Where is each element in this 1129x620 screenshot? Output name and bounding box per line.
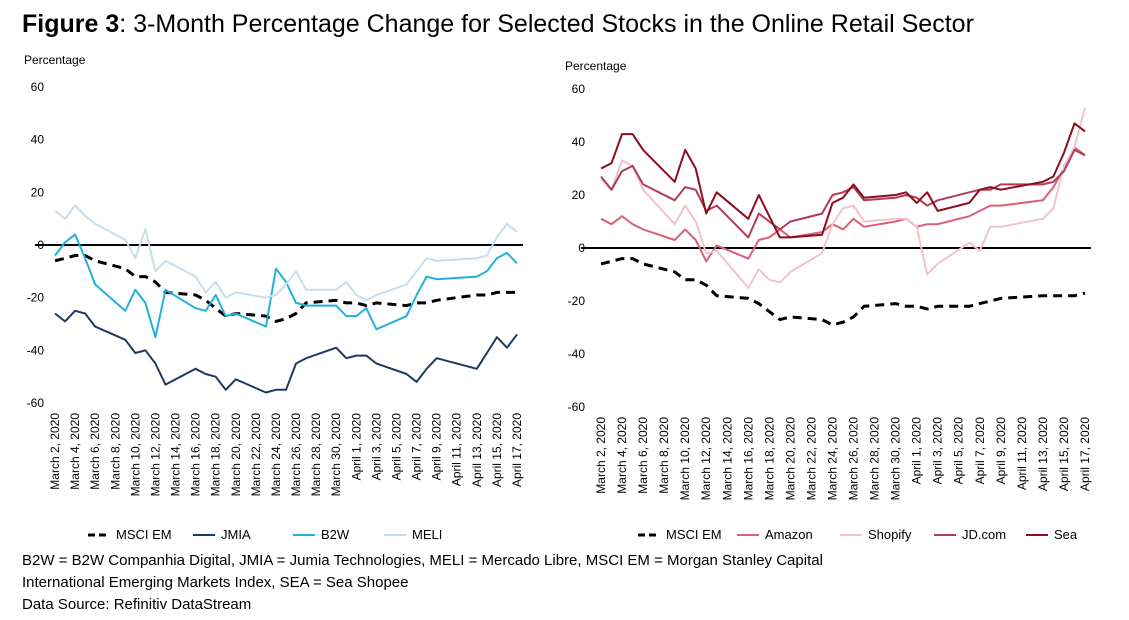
x-tick-label: March 16, 2020 bbox=[741, 417, 755, 501]
legend-label: MELI bbox=[412, 527, 442, 542]
series-line-shopify bbox=[600, 107, 1086, 289]
x-tick-label: March 12, 2020 bbox=[699, 417, 713, 501]
x-tick-label: April 9, 2020 bbox=[430, 413, 444, 481]
series-line-sea bbox=[600, 122, 1086, 239]
y-tick-label: -60 bbox=[568, 400, 586, 414]
x-tick-label: March 20, 2020 bbox=[229, 413, 243, 497]
y-tick-label: 20 bbox=[572, 188, 586, 202]
x-tick-label: April 7, 2020 bbox=[410, 413, 424, 481]
x-tick-label: March 16, 2020 bbox=[189, 413, 203, 497]
x-tick-label: April 15, 2020 bbox=[490, 413, 504, 487]
figure-title: Figure 3: 3-Month Percentage Change for … bbox=[22, 10, 974, 39]
x-tick-label: April 1, 2020 bbox=[910, 417, 924, 485]
series-line-jmia bbox=[54, 309, 518, 394]
y-axis-label: Percentage bbox=[565, 59, 627, 73]
x-tick-label: April 13, 2020 bbox=[470, 413, 484, 487]
x-tick-label: March 26, 2020 bbox=[289, 413, 303, 497]
x-tick-label: April 17, 2020 bbox=[1078, 417, 1092, 491]
x-tick-label: March 4, 2020 bbox=[68, 413, 82, 490]
x-tick-label: April 11, 2020 bbox=[1015, 417, 1029, 490]
legend-label: MSCI EM bbox=[116, 527, 172, 542]
figure-title-text: : 3-Month Percentage Change for Selected… bbox=[119, 10, 974, 38]
x-tick-label: March 14, 2020 bbox=[169, 413, 183, 497]
x-tick-label: March 28, 2020 bbox=[868, 417, 882, 501]
x-tick-label: April 7, 2020 bbox=[973, 417, 987, 485]
x-tick-label: March 4, 2020 bbox=[615, 417, 629, 494]
x-tick-label: April 5, 2020 bbox=[952, 417, 966, 485]
x-tick-label: March 8, 2020 bbox=[657, 417, 671, 494]
y-tick-label: 40 bbox=[572, 135, 586, 149]
figure-number: Figure 3 bbox=[22, 10, 120, 38]
series-line-b2w bbox=[54, 233, 518, 339]
x-tick-label: March 2, 2020 bbox=[594, 417, 608, 494]
x-tick-label: April 9, 2020 bbox=[994, 417, 1008, 485]
x-tick-label: March 8, 2020 bbox=[108, 413, 122, 490]
y-tick-label: -40 bbox=[568, 347, 586, 361]
series-line-jd-com bbox=[600, 148, 1086, 239]
note-line: B2W = B2W Companhia Digital, JMIA = Jumi… bbox=[22, 552, 823, 569]
x-tick-label: March 6, 2020 bbox=[88, 413, 102, 490]
x-tick-label: March 26, 2020 bbox=[847, 417, 861, 501]
series-line-meli bbox=[54, 204, 518, 302]
figure-notes: B2W = B2W Companhia Digital, JMIA = Jumi… bbox=[22, 550, 823, 616]
x-tick-label: March 22, 2020 bbox=[804, 417, 818, 501]
x-tick-label: March 18, 2020 bbox=[209, 413, 223, 497]
y-tick-label: 60 bbox=[572, 82, 586, 96]
x-tick-label: March 22, 2020 bbox=[249, 413, 263, 497]
legend-label: JMIA bbox=[221, 527, 251, 542]
x-tick-label: March 10, 2020 bbox=[678, 417, 692, 501]
legend-label: Shopify bbox=[868, 527, 912, 542]
x-tick-label: March 10, 2020 bbox=[128, 413, 142, 497]
series-line-amazon bbox=[600, 146, 1086, 263]
x-tick-label: March 24, 2020 bbox=[825, 417, 839, 501]
legend-label: B2W bbox=[321, 527, 350, 542]
x-tick-label: March 6, 2020 bbox=[636, 417, 650, 494]
x-tick-label: March 24, 2020 bbox=[269, 413, 283, 497]
x-tick-label: March 30, 2020 bbox=[329, 413, 343, 497]
x-tick-label: March 20, 2020 bbox=[783, 417, 797, 501]
series-line-msci-em bbox=[54, 254, 517, 323]
y-tick-label: 20 bbox=[31, 185, 45, 199]
legend-label: JD.com bbox=[962, 527, 1006, 542]
x-tick-label: April 3, 2020 bbox=[369, 413, 383, 481]
x-tick-label: March 14, 2020 bbox=[720, 417, 734, 501]
series-line-msci-em bbox=[600, 257, 1086, 327]
y-tick-label: -40 bbox=[27, 343, 45, 357]
y-tick-label: 60 bbox=[31, 80, 45, 94]
legend-label: MSCI EM bbox=[666, 527, 722, 542]
x-tick-label: April 1, 2020 bbox=[349, 413, 363, 481]
x-tick-label: March 18, 2020 bbox=[762, 417, 776, 501]
y-tick-label: -20 bbox=[568, 294, 586, 308]
y-tick-label: -60 bbox=[27, 396, 45, 410]
x-tick-label: April 13, 2020 bbox=[1036, 417, 1050, 491]
x-tick-label: April 5, 2020 bbox=[389, 413, 403, 481]
y-tick-label: -20 bbox=[27, 291, 45, 305]
y-axis-label: Percentage bbox=[24, 53, 86, 67]
x-tick-label: March 28, 2020 bbox=[309, 413, 323, 497]
x-tick-label: April 15, 2020 bbox=[1057, 417, 1071, 491]
x-tick-label: April 3, 2020 bbox=[931, 417, 945, 485]
x-tick-label: April 17, 2020 bbox=[510, 413, 524, 487]
legend-label: Sea bbox=[1054, 527, 1078, 542]
x-tick-label: March 12, 2020 bbox=[148, 413, 162, 497]
x-tick-label: March 2, 2020 bbox=[48, 413, 62, 490]
note-line: Data Source: Refinitiv DataStream bbox=[22, 596, 252, 613]
y-tick-label: 40 bbox=[31, 133, 45, 147]
x-tick-label: April 11, 2020 bbox=[450, 413, 464, 486]
legend-label: Amazon bbox=[765, 527, 813, 542]
note-line: International Emerging Markets Index, SE… bbox=[22, 574, 409, 591]
x-tick-label: March 30, 2020 bbox=[889, 417, 903, 501]
